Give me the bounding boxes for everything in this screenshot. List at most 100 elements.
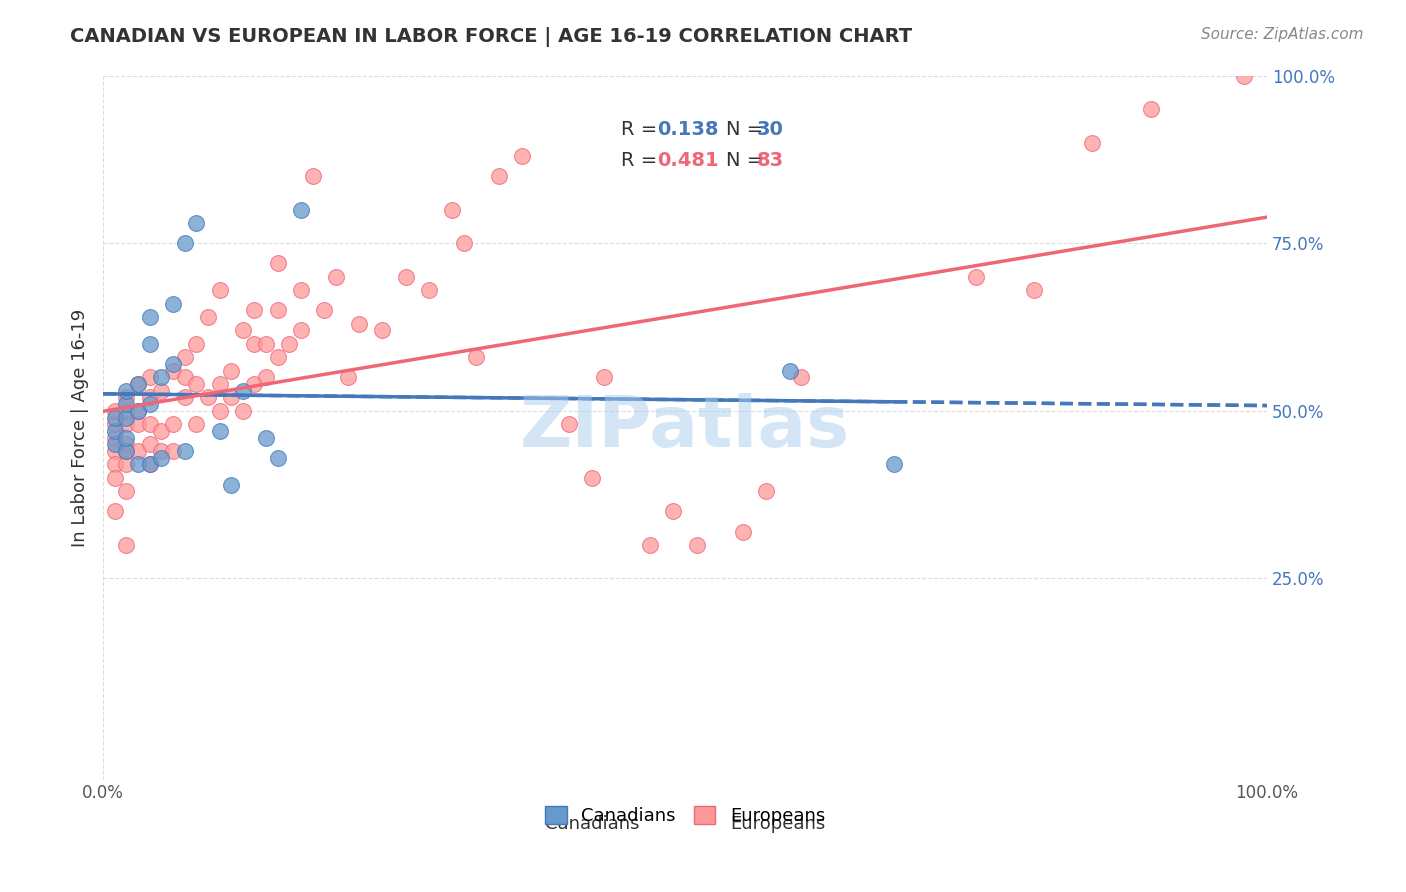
Point <box>1081 136 1104 150</box>
Point <box>127 376 149 391</box>
Point <box>115 444 138 458</box>
Point <box>127 458 149 472</box>
Point <box>418 283 440 297</box>
Point <box>138 336 160 351</box>
Point <box>173 350 195 364</box>
Point <box>127 404 149 418</box>
Point <box>453 236 475 251</box>
Point <box>104 404 127 418</box>
Point <box>138 458 160 472</box>
Point <box>115 458 138 472</box>
Point <box>162 417 184 432</box>
Point <box>115 538 138 552</box>
Text: 30: 30 <box>758 120 785 139</box>
Point <box>208 424 231 438</box>
Point <box>371 323 394 337</box>
Point <box>115 437 138 451</box>
Point <box>488 169 510 183</box>
Point <box>115 431 138 445</box>
Point <box>138 310 160 324</box>
Point <box>162 363 184 377</box>
Text: Source: ZipAtlas.com: Source: ZipAtlas.com <box>1201 27 1364 42</box>
Point <box>267 450 290 465</box>
Point <box>254 370 277 384</box>
Point <box>267 256 290 270</box>
Point <box>138 397 160 411</box>
Point <box>290 283 312 297</box>
Point <box>162 444 184 458</box>
Point <box>232 384 254 398</box>
Point <box>104 437 127 451</box>
Point <box>104 504 127 518</box>
Point <box>186 216 208 230</box>
Point <box>127 417 149 432</box>
Text: CANADIAN VS EUROPEAN IN LABOR FORCE | AGE 16-19 CORRELATION CHART: CANADIAN VS EUROPEAN IN LABOR FORCE | AG… <box>70 27 912 46</box>
Text: 0.138: 0.138 <box>657 120 718 139</box>
Point <box>173 370 195 384</box>
Point <box>104 424 127 438</box>
Point <box>150 424 173 438</box>
Point <box>127 404 149 418</box>
Point <box>115 484 138 499</box>
Point <box>173 391 195 405</box>
Point <box>267 303 290 318</box>
Point <box>104 431 127 445</box>
Text: R =: R = <box>621 120 664 139</box>
Point <box>138 417 160 432</box>
Point <box>104 471 127 485</box>
Point <box>510 149 533 163</box>
Point <box>254 431 277 445</box>
Point <box>115 410 138 425</box>
Point <box>127 444 149 458</box>
Point <box>162 357 184 371</box>
Point <box>395 269 418 284</box>
Text: 0.481: 0.481 <box>657 151 718 169</box>
Point <box>965 269 987 284</box>
Point <box>883 458 905 472</box>
Point <box>638 538 661 552</box>
Point <box>104 417 127 432</box>
Text: Canadians: Canadians <box>544 815 640 833</box>
Point <box>219 477 242 491</box>
Point <box>219 391 242 405</box>
Text: R =: R = <box>621 151 664 169</box>
Point <box>208 283 231 297</box>
Point <box>243 376 266 391</box>
Point <box>115 391 138 405</box>
Point <box>150 444 173 458</box>
Point <box>267 350 290 364</box>
Point <box>162 296 184 310</box>
Point <box>592 370 614 384</box>
Text: ZIPatlas: ZIPatlas <box>520 393 851 462</box>
Point <box>254 336 277 351</box>
Point <box>197 310 219 324</box>
Point <box>150 450 173 465</box>
Point <box>208 376 231 391</box>
Point <box>464 350 486 364</box>
Text: 83: 83 <box>758 151 785 169</box>
Point <box>115 404 138 418</box>
Point <box>1139 102 1161 116</box>
Point <box>1233 69 1256 83</box>
Point <box>138 437 160 451</box>
Point <box>779 363 801 377</box>
Point <box>1024 283 1046 297</box>
Point <box>186 417 208 432</box>
Point <box>662 504 685 518</box>
Point <box>755 484 778 499</box>
Point <box>173 444 195 458</box>
Point <box>557 417 579 432</box>
Point <box>127 376 149 391</box>
Point <box>232 404 254 418</box>
Point <box>104 444 127 458</box>
Point <box>232 323 254 337</box>
Point <box>336 370 359 384</box>
Point <box>115 384 138 398</box>
Point <box>138 370 160 384</box>
Point <box>115 397 138 411</box>
Point <box>197 391 219 405</box>
Point <box>290 202 312 217</box>
Point <box>150 384 173 398</box>
Point <box>150 370 173 384</box>
Point <box>243 336 266 351</box>
